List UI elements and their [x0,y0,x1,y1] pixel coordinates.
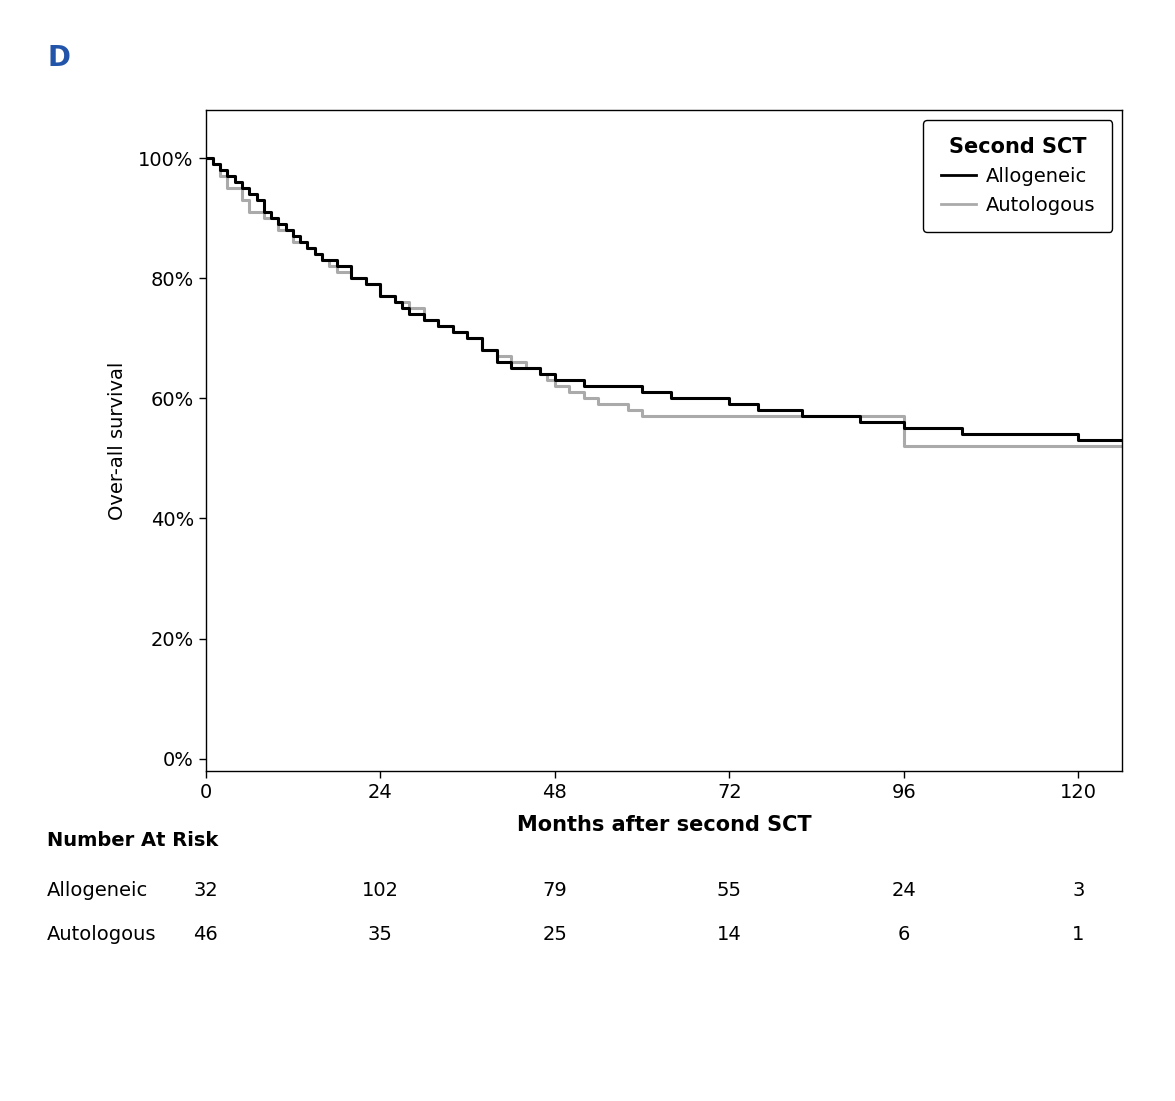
Text: 14: 14 [717,925,741,944]
Text: D: D [47,44,70,72]
Text: Allogeneic: Allogeneic [47,881,148,900]
Text: 32: 32 [193,881,219,900]
Text: 55: 55 [717,881,741,900]
Text: Number At Risk: Number At Risk [47,831,219,850]
Text: 35: 35 [368,925,392,944]
X-axis label: Months after second SCT: Months after second SCT [517,816,811,836]
Text: 79: 79 [543,881,568,900]
Text: 102: 102 [362,881,398,900]
Text: 24: 24 [892,881,917,900]
Legend: Allogeneic, Autologous: Allogeneic, Autologous [924,120,1113,232]
Text: 25: 25 [543,925,568,944]
Text: Autologous: Autologous [47,925,156,944]
Y-axis label: Over-all survival: Over-all survival [108,361,127,520]
Text: 1: 1 [1073,925,1085,944]
Text: 6: 6 [898,925,911,944]
Text: 3: 3 [1073,881,1085,900]
Text: 46: 46 [193,925,219,944]
